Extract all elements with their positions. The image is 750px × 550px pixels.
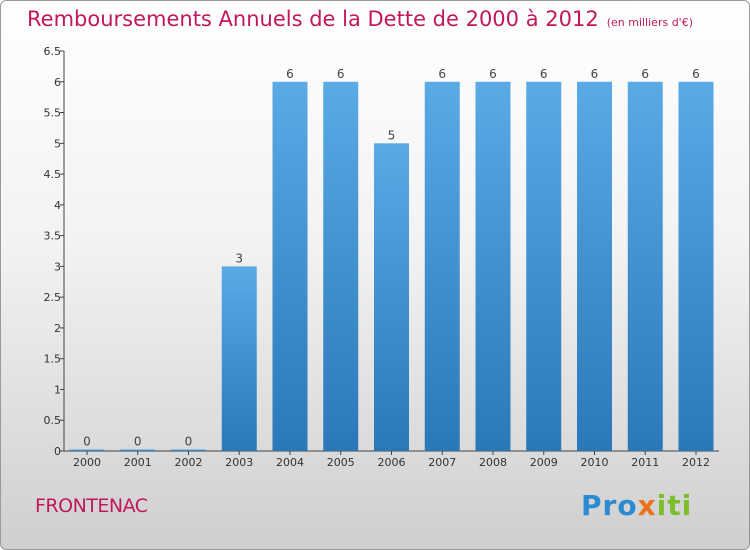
logo-part-1: Pro	[581, 489, 638, 522]
y-tick-label: 3.5	[44, 230, 62, 243]
y-tick-label: 6.5	[44, 45, 62, 58]
data-label: 6	[438, 67, 446, 81]
bar	[272, 81, 308, 452]
data-label: 5	[388, 128, 396, 142]
y-tick-label: 0.5	[44, 414, 62, 427]
x-tick-label: 2000	[73, 456, 101, 469]
bar	[424, 81, 460, 452]
y-tick-label: 1.5	[44, 353, 62, 366]
x-tick-label: 2004	[276, 456, 304, 469]
bar	[475, 81, 511, 452]
y-tick-label: 5.5	[44, 107, 62, 120]
x-tick-label: 2005	[327, 456, 355, 469]
y-tick-label: 2.5	[44, 291, 62, 304]
data-label: 0	[134, 435, 142, 449]
logo-part-3: iti	[656, 489, 693, 522]
x-tick-label: 2007	[428, 456, 456, 469]
data-label: 0	[185, 435, 193, 449]
y-tick-label: 6	[54, 76, 61, 89]
chart-title-text: Remboursements Annuels de la Dette de 20…	[27, 7, 599, 31]
x-tick-label: 2002	[175, 456, 203, 469]
bar	[69, 449, 105, 451]
x-tick-label: 2008	[479, 456, 507, 469]
data-label: 6	[286, 67, 294, 81]
x-tick-label: 2011	[631, 456, 659, 469]
x-tick-label: 2003	[225, 456, 253, 469]
chart-title: Remboursements Annuels de la Dette de 20…	[27, 7, 693, 31]
bar	[323, 81, 359, 452]
logo-part-2: x	[637, 489, 657, 522]
bars	[69, 81, 714, 452]
bar	[221, 266, 257, 451]
axes: 0 0.5 1 1.5 2 2.5 3 3.5 4 4.5 5 5.5 6 6.5	[44, 45, 719, 458]
proxiti-logo: Proxiti	[581, 489, 692, 522]
y-tick-label: 3	[54, 260, 61, 273]
y-tick-label: 2	[54, 322, 61, 335]
y-tick-label: 1	[54, 383, 61, 396]
data-label: 6	[641, 67, 649, 81]
bar	[627, 81, 663, 452]
bar	[678, 81, 714, 452]
data-label: 3	[235, 251, 243, 265]
data-label: 6	[337, 67, 345, 81]
labels: 2000 0 2001 0 2002 0 2003 3 2004 6 2005 6 2006 5 2007 6…	[73, 67, 710, 469]
bar	[120, 449, 156, 451]
bar	[526, 81, 562, 452]
data-label: 6	[591, 67, 599, 81]
chart-subtitle: (en milliers d'€)	[606, 16, 693, 29]
bar	[374, 143, 409, 452]
bar	[171, 449, 206, 451]
y-tick-label: 0	[54, 445, 61, 458]
data-label: 6	[540, 67, 548, 81]
x-tick-label: 2009	[530, 456, 558, 469]
y-tick-label: 4.5	[44, 168, 62, 181]
data-label: 0	[83, 435, 91, 449]
x-tick-label: 2001	[124, 456, 152, 469]
y-tick-label: 5	[54, 137, 61, 150]
x-tick-label: 2006	[378, 456, 406, 469]
commune-name: FRONTENAC	[35, 495, 148, 517]
data-label: 6	[692, 67, 700, 81]
x-tick-label: 2010	[581, 456, 609, 469]
x-tick-label: 2012	[682, 456, 710, 469]
y-tick-label: 4	[54, 199, 61, 212]
bar	[577, 81, 612, 452]
data-label: 6	[489, 67, 497, 81]
